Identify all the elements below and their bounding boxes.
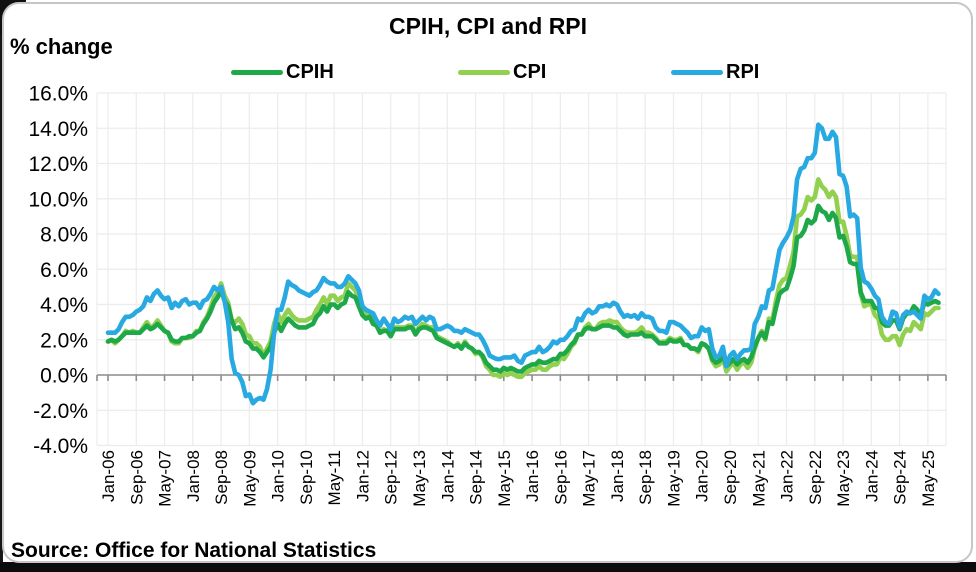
x-axis-tick-label: Jan-18 [608, 450, 627, 502]
legend-label-cpih: CPIH [286, 60, 334, 83]
background-bottom-bar [0, 562, 976, 572]
x-axis-tick-label: May-09 [240, 450, 259, 507]
series-line-cpi [105, 177, 941, 380]
chart-title: CPIH, CPI and RPI [388, 13, 588, 39]
background-left-edge [0, 0, 3, 572]
x-axis-tick-label: Jan-10 [269, 450, 288, 502]
x-axis-tick-label: May-13 [410, 450, 429, 507]
series-line-cpih [105, 203, 941, 374]
y-axis-tick-label: 6.0% [40, 259, 88, 282]
legend-line-swatch-rpi [671, 69, 723, 75]
y-axis-tick-label: 0.0% [40, 365, 88, 388]
y-axis-tick-label: 12.0% [28, 153, 88, 176]
x-axis-tick-label: May-25 [919, 450, 938, 507]
legend-label-cpi: CPI [513, 60, 547, 83]
legend: CPIH CPI RPI [0, 60, 976, 84]
source-caption: Source: Office for National Statistics [11, 539, 377, 562]
y-axis-tick-label: 4.0% [40, 294, 88, 317]
x-axis-tick-label: May-11 [325, 450, 344, 505]
x-axis-tick-label: Jan-20 [693, 450, 712, 502]
x-axis-tick-label: Jan-16 [523, 450, 542, 502]
x-axis-tick-label: Jan-08 [184, 450, 203, 502]
x-axis-tick-label: Sep-10 [297, 450, 316, 505]
x-axis-tick-label: Jan-14 [438, 450, 457, 502]
x-axis-tick-label: May-17 [580, 450, 599, 507]
x-axis-tick-label: Jan-22 [778, 450, 797, 502]
y-axis-tick-label: -4.0% [33, 435, 88, 458]
series-line-rpi [105, 122, 941, 406]
chart-card [2, 2, 973, 563]
legend-line-swatch-cpi [458, 69, 510, 75]
x-axis-tick-label: May-19 [664, 450, 683, 507]
y-axis-tick-label: 10.0% [28, 188, 88, 211]
x-axis-tick-label: Sep-14 [467, 450, 486, 505]
x-axis-tick-label: Jan-24 [862, 450, 881, 502]
x-axis-tick-label: May-23 [834, 450, 853, 507]
legend-item-cpi: CPI [458, 60, 546, 84]
y-axis-tick-label: 8.0% [40, 224, 88, 247]
x-axis-tick-label: May-15 [495, 450, 514, 507]
x-axis-tick-label: May-07 [156, 450, 175, 507]
legend-line-swatch-cpih [231, 69, 283, 75]
y-axis-tick-label: 16.0% [28, 83, 88, 106]
y-axis-unit-label: % change [10, 34, 113, 59]
y-axis-tick-label: 14.0% [28, 118, 88, 141]
legend-item-cpih: CPIH [231, 60, 334, 84]
x-axis-tick-label: Sep-08 [212, 450, 231, 505]
y-axis-tick-label: -2.0% [33, 400, 88, 423]
x-axis-tick-label: Jan-06 [99, 450, 118, 502]
x-axis-tick-label: Sep-20 [721, 450, 740, 505]
x-axis-tick-label: Jan-12 [353, 450, 372, 502]
x-axis-tick-label: May-21 [749, 450, 768, 507]
legend-item-rpi: RPI [671, 60, 759, 84]
y-axis-tick-label: 2.0% [40, 329, 88, 352]
x-axis-tick-label: Sep-16 [551, 450, 570, 505]
x-axis-tick-label: Sep-22 [806, 450, 825, 505]
x-axis-tick-label: Sep-12 [382, 450, 401, 505]
x-axis-tick-label: Sep-24 [891, 450, 910, 505]
x-axis-tick-label: Sep-06 [127, 450, 146, 505]
legend-label-rpi: RPI [726, 60, 760, 83]
x-axis-tick-label: Sep-18 [636, 450, 655, 505]
